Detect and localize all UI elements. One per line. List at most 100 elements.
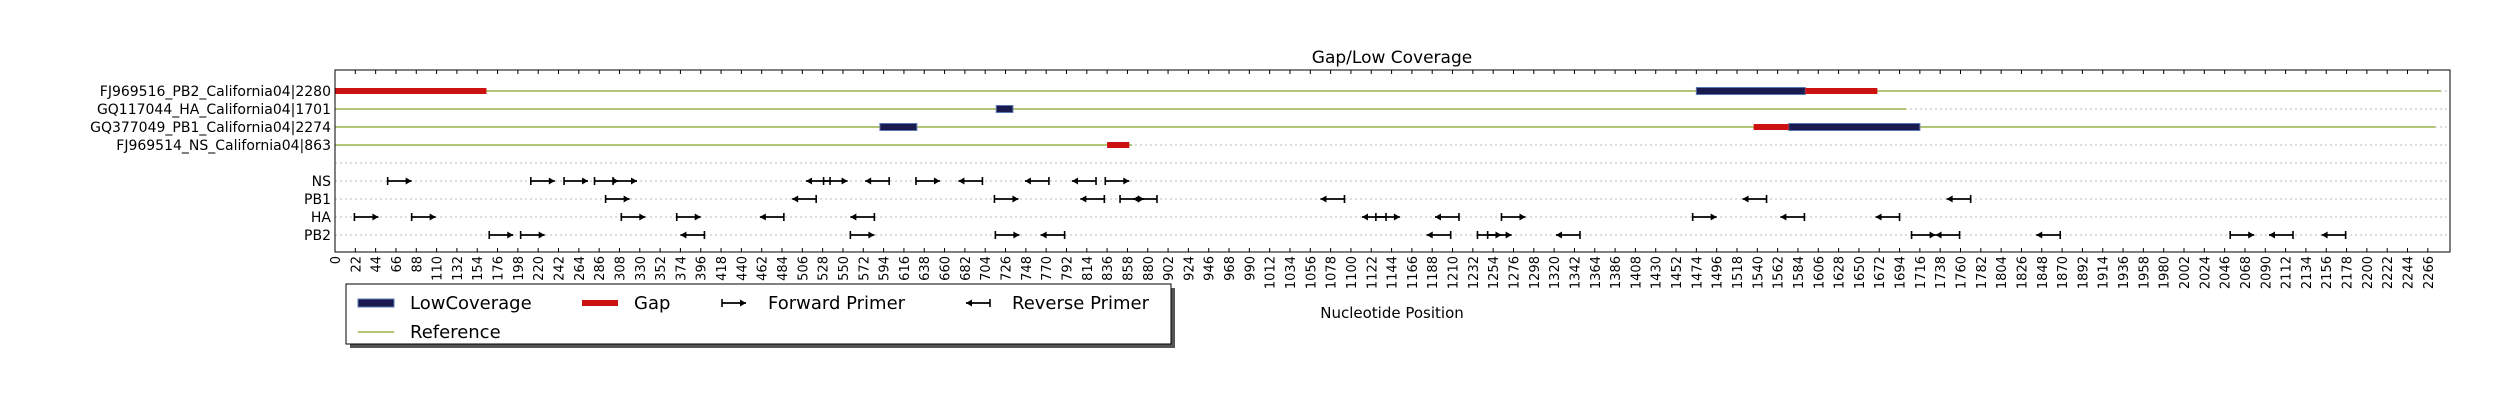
reverse-primer — [1080, 195, 1106, 203]
reverse-primer — [1780, 213, 1806, 221]
x-tick-label: 374 — [674, 256, 689, 281]
reverse-primer — [2268, 231, 2294, 239]
reverse-primer — [1555, 231, 1581, 239]
legend-swatch-low-coverage — [357, 298, 395, 308]
x-tick-label: 1386 — [1609, 256, 1624, 289]
y-axis-label: PB1 — [304, 192, 331, 208]
plot-area — [334, 69, 2451, 253]
legend: LowCoverage Gap Forward Primer Reverse Prim… — [345, 283, 1175, 348]
x-tick-label: 1540 — [1751, 256, 1766, 289]
primer-arrowhead — [1519, 213, 1526, 221]
primer-arrowhead — [1505, 231, 1512, 239]
x-tick-label: 638 — [918, 256, 933, 281]
coverage-bars — [335, 87, 1921, 148]
forward-primer — [1691, 213, 1717, 221]
primer-arrowhead — [2321, 231, 2328, 239]
y-axis-label: HA — [311, 210, 332, 226]
primer-arrowhead — [1013, 231, 1020, 239]
forward-primer — [915, 177, 940, 185]
x-tick-label: 1892 — [2076, 256, 2091, 289]
forward-primer — [2229, 231, 2255, 239]
legend-label: LowCoverage — [410, 293, 532, 314]
primer-arrowhead — [582, 177, 589, 185]
x-tick-label: 2134 — [2300, 256, 2315, 289]
primer-arrowhead — [841, 177, 848, 185]
x-tick-label: 418 — [715, 256, 730, 281]
x-tick-label: 1694 — [1894, 256, 1909, 289]
legend-label: Reverse Primer — [1012, 293, 1150, 314]
reverse-primer — [1875, 213, 1901, 221]
legend-label: Reference — [410, 322, 501, 343]
x-tick-label: 2222 — [2381, 256, 2396, 289]
x-tick-label: 462 — [756, 256, 771, 281]
reverse-primer — [865, 177, 890, 185]
primer-arrowhead — [405, 177, 412, 185]
primer-arrowhead — [2268, 231, 2275, 239]
low-coverage-bar — [879, 123, 918, 131]
x-tick-label: 264 — [573, 256, 588, 281]
reverse-primer — [1024, 177, 1050, 185]
x-tick-label: 1518 — [1731, 256, 1746, 289]
x-tick-label: 154 — [471, 256, 486, 281]
x-tick-label: 198 — [512, 256, 527, 281]
primer-arrowhead — [372, 213, 379, 221]
x-tick-label: 1188 — [1426, 256, 1441, 289]
x-tick-label: 528 — [817, 256, 832, 281]
reverse-primer — [1132, 195, 1158, 203]
x-tick-label: 1606 — [1812, 256, 1827, 289]
x-tick-label: 286 — [593, 256, 608, 281]
primer-arrowhead — [1929, 231, 1936, 239]
x-tick-label: 1936 — [2117, 256, 2132, 289]
primer-markers — [353, 177, 2347, 239]
legend-box — [345, 283, 1172, 345]
x-tick-label: 770 — [1040, 256, 1055, 281]
x-tick-label: 902 — [1162, 256, 1177, 281]
x-tick-label: 1276 — [1507, 256, 1522, 289]
x-tick-label: 1232 — [1467, 256, 1482, 289]
primer-arrowhead — [1132, 195, 1139, 203]
x-tick-label: 110 — [431, 256, 446, 281]
primer-arrowhead — [792, 195, 799, 203]
legend-swatch-reverse-primer — [966, 299, 991, 307]
primer-arrowhead — [759, 213, 766, 221]
reverse-primer — [792, 195, 817, 203]
low-coverage-bar — [1788, 123, 1921, 131]
x-tick-label: 1870 — [2056, 256, 2071, 289]
x-tick-label: 594 — [878, 256, 893, 281]
x-tick-label: 132 — [451, 256, 466, 281]
x-tick-label: 1364 — [1589, 256, 1604, 289]
x-tick-label: 2024 — [2198, 256, 2213, 289]
reverse-primer — [1072, 177, 1097, 185]
forward-primer — [604, 195, 630, 203]
x-tick-label: 1584 — [1792, 256, 1807, 289]
reverse-primer — [806, 177, 831, 185]
x-tick-label: 1430 — [1650, 256, 1665, 289]
x-tick-label: 946 — [1203, 256, 1218, 281]
x-tick-label: 2090 — [2259, 256, 2274, 289]
primer-arrowhead — [1946, 195, 1953, 203]
primer-arrowhead — [1780, 213, 1787, 221]
x-tick-label: 352 — [654, 256, 669, 281]
x-tick-label: 330 — [634, 256, 649, 281]
primer-arrowhead — [1012, 195, 1019, 203]
x-tick-label: 1408 — [1629, 256, 1644, 289]
x-tick-label: 1122 — [1365, 256, 1380, 289]
reverse-primer — [1426, 231, 1452, 239]
x-tick-label: 1980 — [2158, 256, 2173, 289]
y-axis-label: GQ377049_PB1_California04|2274 — [90, 120, 331, 136]
primer-arrowhead — [1072, 177, 1079, 185]
primer-arrowhead — [2248, 231, 2255, 239]
x-tick-label: 704 — [979, 256, 994, 281]
primer-arrowhead — [1040, 231, 1047, 239]
gap-bar — [1753, 124, 1789, 130]
y-axis-label: GQ117044_HA_California04|1701 — [97, 102, 331, 118]
primer-arrowhead — [1742, 195, 1749, 203]
low-coverage-bar — [1695, 87, 1806, 95]
forward-primer — [386, 177, 412, 185]
primer-arrowhead — [868, 231, 875, 239]
y-axis-label: NS — [312, 174, 331, 190]
x-tick-label: 990 — [1243, 256, 1258, 281]
reverse-primer — [1946, 195, 1972, 203]
primer-arrowhead — [1024, 177, 1031, 185]
